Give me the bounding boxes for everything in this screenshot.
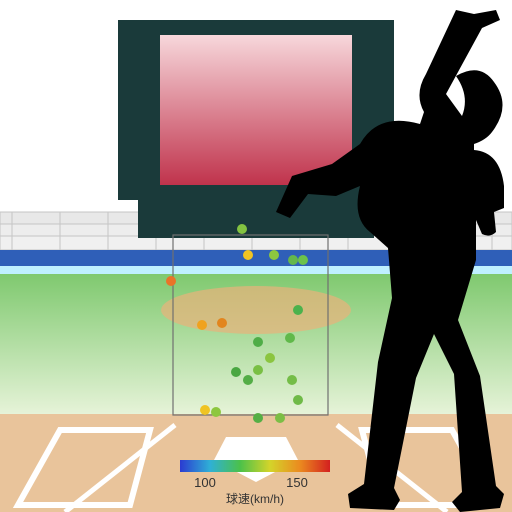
pitch-marker (243, 375, 253, 385)
pitch-marker (253, 365, 263, 375)
pitch-marker (265, 353, 275, 363)
pitch-marker (298, 255, 308, 265)
colorbar-tick-label: 100 (194, 475, 216, 490)
pitch-marker (253, 337, 263, 347)
pitch-marker (288, 255, 298, 265)
colorbar-axis-label: 球速(km/h) (226, 492, 284, 506)
pitch-marker (197, 320, 207, 330)
scoreboard-base (138, 200, 374, 238)
pitch-marker (243, 250, 253, 260)
pitch-marker (237, 224, 247, 234)
pitch-marker (231, 367, 241, 377)
speed-colorbar (180, 460, 330, 472)
pitch-marker (275, 413, 285, 423)
scoreboard-screen (160, 35, 352, 185)
pitchers-mound (161, 286, 351, 334)
pitch-marker (253, 413, 263, 423)
pitch-marker (293, 305, 303, 315)
pitch-marker (287, 375, 297, 385)
pitch-marker (217, 318, 227, 328)
pitch-marker (285, 333, 295, 343)
pitch-marker (211, 407, 221, 417)
pitch-marker (200, 405, 210, 415)
colorbar-tick-label: 150 (286, 475, 308, 490)
pitch-marker (269, 250, 279, 260)
pitch-location-chart: 100 150球速(km/h) (0, 0, 512, 512)
pitch-marker (293, 395, 303, 405)
pitch-marker (166, 276, 176, 286)
